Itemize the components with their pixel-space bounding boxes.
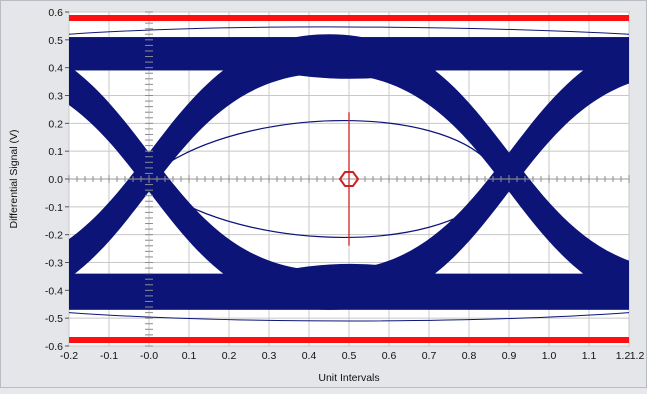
eye-center-hexagon: [338, 171, 360, 187]
rising-transition: [329, 44, 629, 310]
mask-limits: [69, 15, 629, 343]
x-tick-label: 0.9: [502, 350, 517, 362]
y-tick-label: 0.3: [48, 91, 63, 103]
y-tick-label: 0.6: [48, 7, 63, 19]
y-tick-label: -0.6: [45, 341, 63, 353]
eye-center-marker: [338, 112, 360, 246]
x-tick-label: 1.0: [542, 350, 557, 362]
x-tick-label: 0.3: [262, 350, 277, 362]
signal-traces: [69, 26, 629, 322]
x-tick-label: 0.7: [422, 350, 437, 362]
falling-transition: [329, 34, 629, 300]
x-tick-label: 0.6: [382, 350, 397, 362]
lower-mask-bar: [69, 337, 629, 343]
x-tick-label: -0.2: [60, 350, 78, 362]
y-tick-label: -0.2: [45, 230, 63, 242]
x-tick-label: 0.1: [182, 350, 197, 362]
eye-inner-bottom-trace: [168, 195, 490, 238]
x-tick-label: -0.1: [100, 350, 118, 362]
outer-top-trace: [69, 26, 629, 35]
y-tick-label: 0.5: [48, 35, 63, 47]
x-tick-labels: -0.2 -0.1 -0.0 0.1 0.2 0.3 0.4 0.5 0.6 0.7 0.8 0.9 1…: [60, 350, 644, 362]
x-tick-label: 0.5: [342, 350, 357, 362]
y-axis-label: Differential Signal (V): [8, 129, 20, 228]
y-tick-label: 0.0: [48, 174, 63, 186]
y-tick-label: 0.1: [48, 146, 63, 158]
outer-bottom-trace: [69, 312, 629, 322]
y-tick-label: -0.4: [45, 285, 63, 297]
x-tick-label: 1.2: [616, 350, 631, 362]
upper-mask-bar: [69, 15, 629, 21]
x-tick-label: 1.1: [582, 350, 597, 362]
y-tick-label: -0.5: [45, 313, 63, 325]
y-tick-labels: 0.6 0.5 0.4 0.3 0.2 0.1 0.0 -0.1 -0.2 -0.3 -0.4 -0.…: [45, 7, 69, 353]
eye-inner-top-trace: [168, 120, 490, 163]
falling-transition: [69, 66, 329, 310]
x-tick-label: -0.0: [140, 350, 158, 362]
x-tick-label: 0.2: [222, 350, 237, 362]
rising-transition: [69, 34, 329, 278]
y-tick-label: -0.3: [45, 258, 63, 270]
y-tick-label: 0.2: [48, 118, 63, 130]
x-tick-label: 1.2: [630, 350, 645, 362]
y-tick-label: 0.4: [48, 63, 63, 75]
x-tick-label: 0.8: [462, 350, 477, 362]
y-tick-label: -0.1: [45, 202, 63, 214]
x-tick-label: 0.4: [302, 350, 317, 362]
x-axis-label: Unit Intervals: [318, 372, 379, 384]
